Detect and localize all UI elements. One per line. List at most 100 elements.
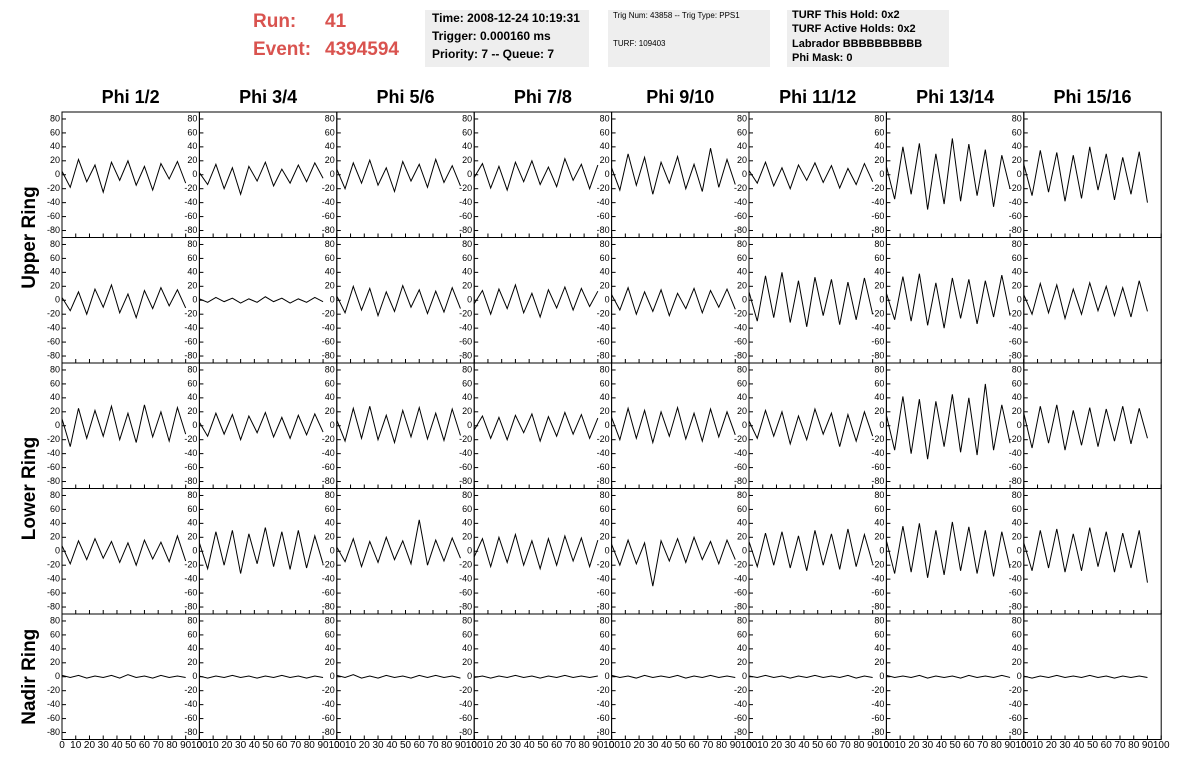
event-number: 4394594	[325, 39, 399, 60]
y-tick-label: -60	[597, 462, 610, 472]
column-title: Phi 5/6	[376, 87, 434, 107]
y-tick-label: 20	[600, 406, 610, 416]
waveform	[61, 674, 186, 679]
waveform	[611, 286, 736, 318]
y-tick-label: 40	[187, 643, 197, 653]
y-tick-label: 40	[1012, 518, 1022, 528]
y-tick-label: 60	[1012, 629, 1022, 639]
y-tick-label: 60	[1012, 253, 1022, 263]
panel-frame	[198, 488, 338, 615]
x-tick-label: 50	[1087, 740, 1099, 751]
y-tick-label: 20	[1012, 155, 1022, 165]
y-tick-label: -40	[597, 323, 610, 333]
y-tick-label: 40	[462, 643, 472, 653]
waveform	[61, 283, 187, 320]
panel-frame	[198, 237, 338, 364]
y-tick-label: -20	[47, 434, 60, 444]
y-tick-label: -60	[1009, 587, 1022, 597]
waveform	[611, 674, 736, 679]
y-tick-label: -80	[184, 727, 197, 737]
y-tick-label: -20	[734, 685, 747, 695]
y-tick-label: -20	[184, 434, 197, 444]
panel-frame	[61, 362, 200, 489]
y-tick-label: 60	[325, 504, 335, 514]
x-tick-label: 40	[936, 740, 948, 751]
row-label: Lower Ring	[19, 437, 40, 540]
x-tick-label: 0	[609, 740, 615, 751]
y-tick-label: 20	[325, 281, 335, 291]
y-tick-label: 60	[600, 504, 610, 514]
y-tick-label: -80	[459, 350, 472, 360]
y-tick-label: -60	[47, 713, 60, 723]
x-tick-label: 80	[579, 740, 591, 751]
y-tick-label: 40	[874, 267, 884, 277]
y-tick-label: -80	[184, 476, 197, 486]
y-tick-label: -60	[1009, 336, 1022, 346]
info-line: Time: 2008-12-24 10:19:31	[432, 11, 580, 25]
y-tick-label: 60	[462, 504, 472, 514]
y-tick-label: 80	[1012, 490, 1022, 500]
x-tick-label: 90	[180, 740, 192, 751]
x-tick-label: 10	[620, 740, 632, 751]
y-tick-label: -20	[184, 685, 197, 695]
row-label: Nadir Ring	[19, 629, 40, 725]
y-tick-label: 80	[50, 239, 60, 249]
y-tick-label: 20	[874, 532, 884, 542]
y-tick-label: -20	[1009, 434, 1022, 444]
y-tick-label: 40	[874, 141, 884, 151]
y-tick-label: -80	[47, 350, 60, 360]
y-tick-label: 40	[187, 518, 197, 528]
y-tick-label: -60	[47, 462, 60, 472]
y-tick-label: 40	[600, 267, 610, 277]
x-tick-label: 20	[908, 740, 920, 751]
panel-frame	[748, 362, 887, 489]
y-tick-label: -60	[734, 336, 747, 346]
x-tick-label: 60	[688, 740, 700, 751]
y-tick-label: 0	[605, 295, 610, 305]
y-tick-label: 80	[874, 113, 884, 123]
y-tick-label: 60	[462, 253, 472, 263]
y-tick-label: 40	[187, 267, 197, 277]
info-line: Trig Num: 43858 -- Trig Type: PPS1	[613, 11, 740, 20]
panel-frame	[611, 362, 750, 489]
y-tick-label: -40	[597, 699, 610, 709]
y-tick-label: 40	[600, 518, 610, 528]
waveform	[748, 528, 874, 571]
y-tick-label: -20	[459, 183, 472, 193]
y-tick-label: 40	[187, 141, 197, 151]
x-tick-label: 80	[441, 740, 453, 751]
y-tick-label: 0	[467, 546, 472, 556]
y-tick-label: 40	[1012, 141, 1022, 151]
y-tick-label: 60	[737, 253, 747, 263]
y-tick-label: 80	[737, 615, 747, 625]
y-tick-label: -20	[734, 434, 747, 444]
y-tick-label: 40	[600, 141, 610, 151]
y-tick-label: -20	[459, 560, 472, 570]
y-tick-label: 40	[874, 518, 884, 528]
y-tick-label: -20	[1009, 685, 1022, 695]
waveform	[473, 157, 599, 192]
y-tick-label: -60	[459, 462, 472, 472]
y-tick-label: 0	[879, 546, 884, 556]
waveform	[336, 405, 461, 445]
y-tick-label: 20	[462, 155, 472, 165]
y-tick-label: 80	[50, 615, 60, 625]
y-tick-label: -80	[1009, 601, 1022, 611]
y-tick-label: 60	[462, 378, 472, 388]
waveform	[1023, 674, 1148, 679]
y-tick-label: -60	[871, 587, 884, 597]
y-tick-label: 0	[330, 169, 335, 179]
y-tick-label: -20	[871, 560, 884, 570]
x-tick-label: 0	[884, 740, 890, 751]
y-tick-label: 20	[874, 657, 884, 667]
y-tick-label: 0	[605, 671, 610, 681]
y-tick-label: -20	[597, 183, 610, 193]
x-tick-label: 100	[328, 740, 345, 751]
y-tick-label: 20	[187, 155, 197, 165]
y-tick-label: 20	[737, 657, 747, 667]
y-tick-label: -80	[184, 225, 197, 235]
y-tick-label: 80	[462, 364, 472, 374]
y-tick-label: -80	[597, 601, 610, 611]
x-tick-label: 90	[730, 740, 742, 751]
x-tick-label: 80	[716, 740, 728, 751]
